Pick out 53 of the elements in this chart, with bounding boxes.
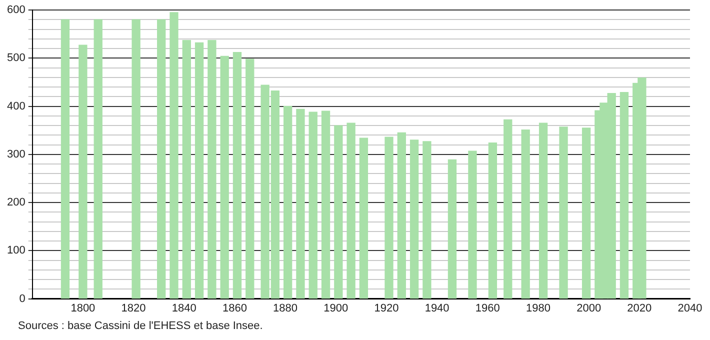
bar — [559, 126, 568, 299]
bar — [346, 122, 356, 299]
bar — [359, 138, 368, 299]
x-tick-label: 1800 — [70, 302, 96, 314]
x-tick-label: 1940 — [424, 302, 450, 314]
source-note: Sources : base Cassini de l'EHESS et base Insee. — [18, 320, 263, 332]
bar — [468, 150, 477, 299]
bar — [78, 44, 88, 299]
bar — [220, 56, 229, 299]
bar — [321, 110, 330, 299]
x-tick-label: 1820 — [121, 302, 146, 314]
bar — [334, 125, 343, 299]
x-tick-label: 1900 — [324, 302, 348, 314]
bar — [60, 19, 70, 299]
x-tick-label: 1980 — [526, 302, 550, 314]
bar — [521, 130, 530, 299]
y-tick-label: 500 — [6, 52, 26, 64]
bar — [538, 122, 548, 299]
bar — [232, 52, 242, 299]
bar — [448, 159, 457, 299]
bar — [94, 19, 102, 299]
bar — [582, 128, 591, 299]
y-tick-label: 200 — [6, 196, 26, 209]
x-tick-label: 1840 — [172, 302, 196, 314]
x-tick-label: 1880 — [273, 302, 298, 314]
x-tick-label: 1860 — [222, 302, 247, 314]
bar — [296, 108, 305, 299]
x-tick-label: 2000 — [576, 302, 602, 314]
bar — [208, 40, 216, 299]
x-tick-label: 1960 — [475, 302, 500, 314]
bar — [182, 40, 191, 299]
bar — [488, 142, 498, 299]
bar — [504, 119, 512, 299]
y-tick-label: 300 — [6, 148, 26, 160]
bar — [194, 42, 204, 299]
bar — [132, 19, 140, 299]
bar — [157, 19, 166, 299]
y-tick-label: 0 — [19, 292, 26, 305]
bar — [410, 140, 419, 299]
bar — [384, 136, 394, 299]
bar — [246, 58, 254, 299]
bar — [422, 141, 432, 299]
bar — [283, 106, 292, 299]
y-tick-label: 400 — [6, 100, 26, 112]
bar — [620, 92, 629, 299]
y-tick-label: 600 — [6, 4, 26, 16]
y-tick-label: 100 — [6, 244, 26, 257]
bar — [308, 112, 318, 299]
bar — [170, 12, 178, 299]
x-tick-label: 2020 — [627, 302, 652, 314]
bar — [397, 132, 406, 299]
x-tick-label: 1920 — [374, 302, 399, 314]
x-tick-label: 2040 — [678, 302, 702, 314]
